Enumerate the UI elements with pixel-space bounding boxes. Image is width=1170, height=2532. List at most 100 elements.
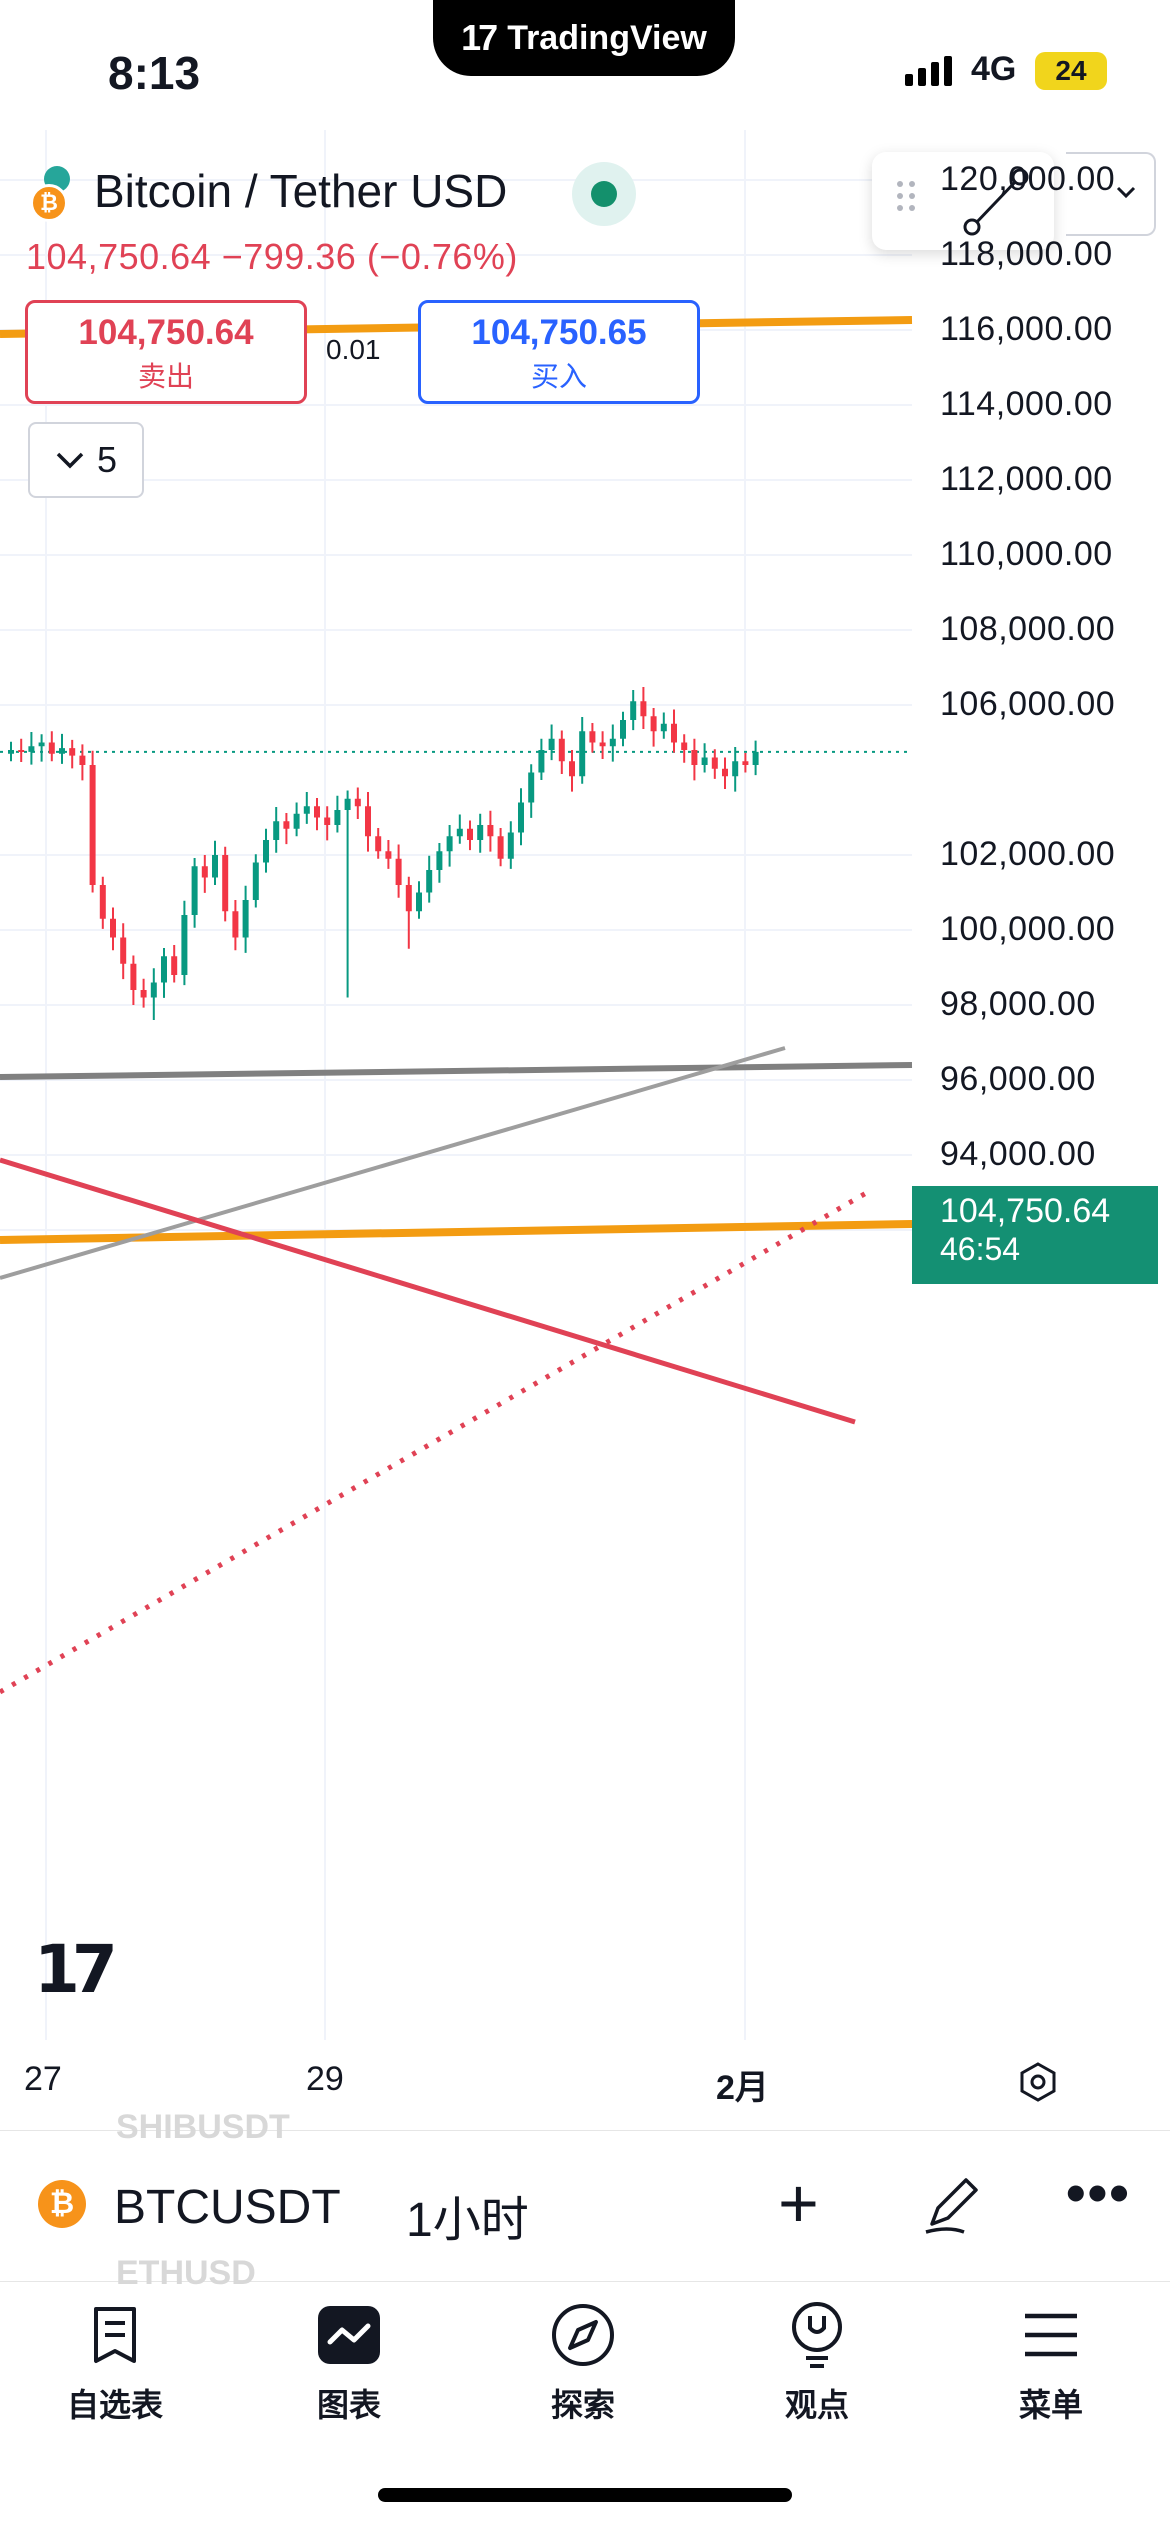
nav-label: 自选表: [66, 2387, 163, 2423]
indicators-toggle-button[interactable]: 5: [28, 422, 144, 498]
drawing-tool-button[interactable]: [872, 152, 1054, 250]
price-tick: 112,000.00: [940, 460, 1113, 498]
time-tick: 27: [24, 2060, 62, 2098]
nav-label: 图表: [316, 2387, 381, 2423]
candle: [303, 806, 310, 814]
candle: [79, 755, 86, 765]
chevron-down-icon: [1116, 186, 1136, 199]
bar-countdown: 46:54: [940, 1231, 1021, 1267]
candle: [416, 892, 422, 912]
chevron-down-icon: [56, 452, 84, 469]
candle: [191, 866, 198, 915]
candle: [48, 742, 55, 754]
nav-watchlist[interactable]: 自选表: [35, 2300, 195, 2426]
interval-selector[interactable]: 1小时: [406, 2194, 529, 2247]
candle: [456, 828, 463, 837]
price-tick: 114,000.00: [940, 385, 1113, 423]
price-change: 104,750.64 −799.36 (−0.76%): [26, 236, 518, 277]
candle: [344, 798, 351, 810]
time-tick: 29: [306, 2060, 344, 2098]
candle: [69, 748, 76, 756]
candle: [354, 798, 361, 807]
candle: [28, 746, 35, 752]
candle: [742, 761, 749, 765]
bitcoin-icon: ₿: [30, 184, 68, 222]
add-button[interactable]: +: [778, 2164, 819, 2242]
candle: [752, 751, 759, 765]
sell-label: 卖出: [137, 361, 194, 392]
candle: [681, 742, 688, 750]
symbol-name[interactable]: BTCUSDT: [114, 2181, 341, 2234]
candle: [212, 855, 218, 878]
chart-icon: [318, 2306, 380, 2364]
candle: [467, 828, 473, 840]
chart-settings-icon[interactable]: [1016, 2060, 1060, 2104]
price-tick: 116,000.00: [940, 310, 1113, 348]
candle: [18, 750, 25, 752]
compass-icon: [552, 2304, 614, 2366]
candle: [660, 723, 667, 732]
price-tick: 120,000.00: [940, 160, 1116, 198]
horizontal-line: [0, 1062, 913, 1080]
candle: [620, 720, 626, 739]
candle: [314, 806, 320, 818]
candle: [120, 937, 127, 964]
trend-line: [0, 1157, 856, 1425]
candle: [263, 840, 269, 863]
more-button[interactable]: •••: [1066, 2161, 1131, 2224]
sell-price: 104,750.64: [78, 313, 254, 352]
candle: [140, 990, 147, 998]
price-tick: 100,000.00: [940, 910, 1116, 948]
symbol-bar: [0, 2130, 1170, 2282]
candle: [385, 851, 392, 859]
candle: [150, 982, 157, 998]
candles: [8, 687, 759, 1020]
ghost-symbol: SHIBUSDT: [116, 2108, 290, 2146]
tradingview-watermark-icon: 17: [34, 1931, 121, 2008]
candle: [446, 836, 453, 852]
pen-icon[interactable]: [918, 2168, 988, 2238]
candle: [711, 757, 718, 769]
trend-line: [0, 1046, 786, 1280]
signal-icon: [905, 56, 952, 86]
nav-menu[interactable]: 菜单: [971, 2300, 1131, 2426]
nav-label: 探索: [550, 2387, 615, 2423]
price-tick: 96,000.00: [940, 1060, 1096, 1098]
candle: [640, 701, 647, 717]
candle: [518, 802, 524, 833]
price-tick: 110,000.00: [940, 535, 1113, 573]
sell-button[interactable]: 104,750.64 卖出: [25, 300, 307, 404]
nav-chart[interactable]: 图表: [269, 2300, 429, 2426]
price-tick: 106,000.00: [940, 685, 1116, 723]
candle: [569, 761, 575, 777]
home-indicator: [378, 2488, 792, 2502]
candle: [507, 832, 514, 859]
symbol-title[interactable]: Bitcoin / Tether USD: [94, 165, 508, 217]
ghost-symbol: ETHUSD: [116, 2254, 256, 2292]
candle: [334, 810, 341, 825]
buy-button[interactable]: 104,750.65 买入: [418, 300, 700, 404]
battery-icon: 24: [1035, 52, 1107, 90]
nav-ideas[interactable]: 观点: [737, 2300, 897, 2426]
candle: [89, 765, 96, 885]
svg-text:17: 17: [34, 1931, 113, 2008]
nav-explore[interactable]: 探索: [503, 2300, 663, 2426]
watchlist-icon: [94, 2307, 136, 2363]
candle: [38, 742, 45, 747]
candle: [589, 731, 596, 743]
candle: [497, 836, 504, 859]
candle: [59, 748, 65, 754]
candle: [252, 862, 259, 900]
dropdown-button[interactable]: [1066, 152, 1156, 236]
candle: [273, 821, 280, 840]
tradingview-name: TradingView: [507, 18, 707, 57]
nav-label: 菜单: [1018, 2387, 1083, 2423]
network-type: 4G: [971, 50, 1017, 88]
indicators-count: 5: [96, 439, 118, 480]
market-status-icon[interactable]: [572, 162, 636, 226]
candle: [405, 885, 412, 912]
last-price: 104,750.64: [940, 1192, 1111, 1230]
candle: [599, 742, 606, 747]
candle: [375, 836, 382, 852]
price-tick: 102,000.00: [940, 835, 1116, 873]
